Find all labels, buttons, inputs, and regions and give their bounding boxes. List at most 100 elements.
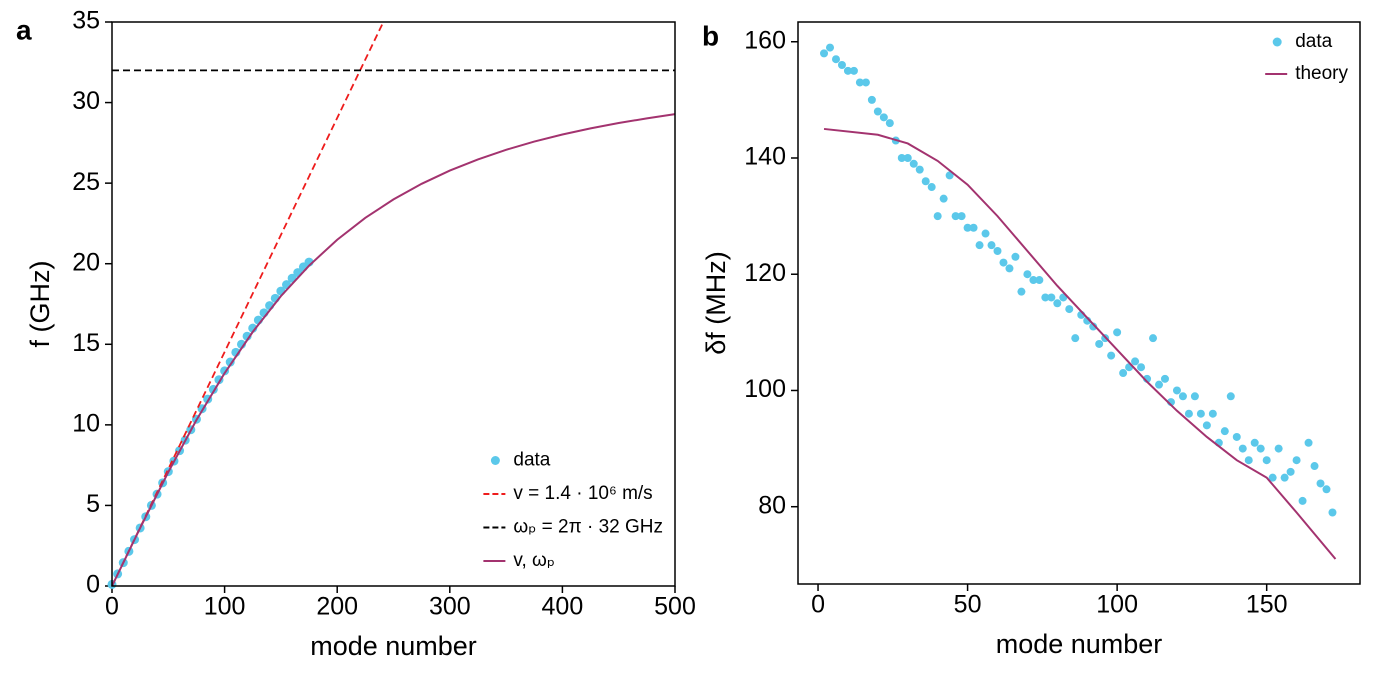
data-point [1178, 392, 1187, 401]
y-tick-label: 100 [744, 375, 786, 403]
data-point [1220, 427, 1229, 436]
y-tick-label: 160 [744, 26, 786, 54]
data-point [1017, 287, 1026, 296]
y-tick-label: 120 [744, 259, 786, 287]
data-point [1149, 334, 1158, 343]
x-tick-label: 100 [204, 593, 246, 621]
data-point [1244, 456, 1253, 465]
y-axis-label: f (GHz) [25, 261, 55, 348]
data-point [1160, 374, 1169, 383]
data-point [1190, 392, 1199, 401]
data-point [1268, 473, 1277, 482]
data-point [1095, 339, 1104, 348]
x-axis-label: mode number [310, 631, 477, 661]
data-point [1023, 270, 1032, 279]
data-point [1005, 264, 1014, 273]
data-point [945, 171, 954, 180]
data-point [939, 194, 948, 203]
data-point [1184, 409, 1193, 418]
series-line [111, 113, 676, 587]
data-point [1274, 444, 1283, 453]
data-point [225, 357, 235, 367]
legend-label: v = 1.4 · 10⁶ m/s [513, 483, 652, 504]
legend-label: v, ωₚ [513, 550, 555, 571]
x-tick-label: 0 [105, 593, 119, 621]
y-tick-label: 140 [744, 143, 786, 171]
data-point [933, 212, 942, 221]
data-point [951, 212, 960, 221]
x-tick-label: 500 [654, 593, 696, 621]
data-point [921, 177, 930, 186]
data-point [1137, 363, 1146, 372]
data-point [879, 113, 888, 122]
data-point [1232, 432, 1241, 441]
data-point [903, 153, 912, 162]
series-line [823, 127, 1337, 560]
y-tick-label: 30 [72, 87, 100, 115]
y-tick-label: 35 [72, 7, 100, 35]
y-axis-label: δf (MHz) [701, 251, 731, 355]
y-tick-label: 25 [72, 168, 100, 196]
data-point [837, 61, 846, 70]
data-point [993, 246, 1002, 255]
data-point [909, 159, 918, 168]
legend-label: data [1295, 31, 1332, 52]
data-point [969, 223, 978, 232]
x-tick-label: 400 [542, 593, 584, 621]
plot-frame [111, 21, 676, 587]
data-point [867, 95, 876, 104]
y-tick-label: 5 [86, 490, 100, 518]
x-tick-label: 150 [1246, 591, 1288, 619]
data-point [826, 43, 835, 52]
data-point [915, 165, 924, 174]
data-point [1089, 322, 1098, 331]
y-tick-label: 0 [86, 571, 100, 599]
y-tick-label: 15 [72, 329, 100, 357]
legend-marker [1272, 37, 1282, 47]
data-point [1041, 293, 1050, 302]
y-tick-label: 10 [72, 409, 100, 437]
data-point [1250, 438, 1259, 447]
legend-label: ωₚ = 2π · 32 GHz [513, 517, 663, 538]
data-point [820, 49, 829, 58]
data-point [1196, 409, 1205, 418]
data-point [1011, 252, 1020, 261]
data-point [1035, 276, 1044, 285]
x-tick-label: 100 [1096, 591, 1138, 619]
data-point [1131, 357, 1140, 366]
data-point [831, 55, 840, 64]
data-point [1238, 444, 1247, 453]
y-tick-label: 80 [758, 491, 786, 519]
data-point [849, 66, 858, 75]
data-point [1107, 351, 1116, 360]
data-point [1298, 496, 1307, 505]
data-point [855, 78, 864, 87]
data-point [987, 241, 996, 250]
data-point [1155, 380, 1164, 389]
data-point [1208, 409, 1217, 418]
data-point [1316, 479, 1325, 488]
data-point [1256, 444, 1265, 453]
data-point [1113, 328, 1122, 337]
data-point [1065, 305, 1074, 314]
legend-label: theory [1295, 63, 1348, 84]
data-point [897, 153, 906, 162]
x-axis-label: mode number [996, 629, 1163, 659]
data-point [1292, 456, 1301, 465]
data-point [885, 119, 894, 128]
x-tick-label: 200 [316, 593, 358, 621]
data-point [1119, 369, 1128, 378]
data-point [1029, 276, 1038, 285]
data-point [1322, 485, 1331, 494]
x-tick-label: 300 [429, 593, 471, 621]
data-point [1328, 508, 1337, 517]
data-point [1310, 462, 1319, 471]
legend-marker [490, 456, 500, 465]
data-point [843, 66, 852, 75]
data-point [1286, 467, 1295, 476]
legend-label: data [513, 450, 550, 471]
data-point [957, 212, 966, 221]
data-point [1071, 334, 1080, 343]
data-point [1047, 293, 1056, 302]
data-point [975, 241, 984, 250]
